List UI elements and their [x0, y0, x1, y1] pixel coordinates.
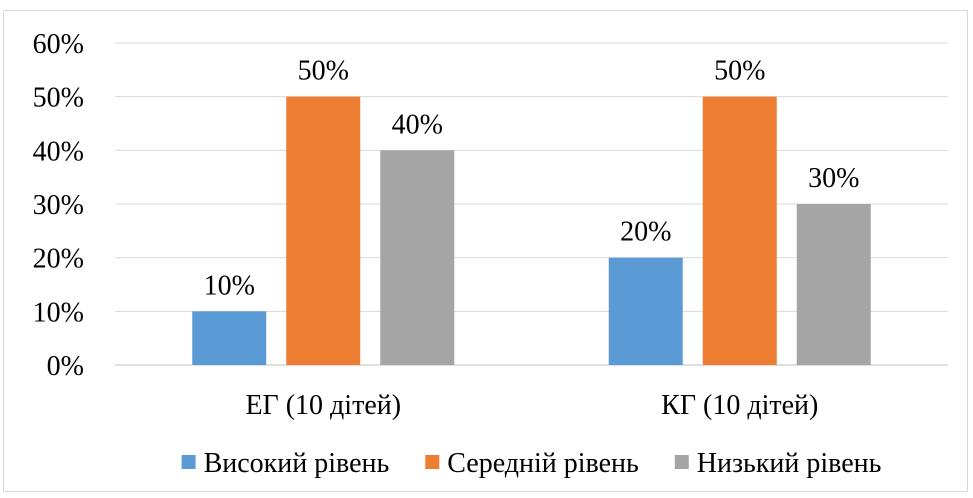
- legend: Високий рівень Середній рівень Низький рів…: [181, 448, 882, 479]
- bars: [192, 96, 871, 366]
- legend-item: Середній рівень: [425, 448, 639, 479]
- bar: [608, 257, 683, 365]
- category-label: КГ (10 дітей): [661, 390, 818, 421]
- y-axis-tick-labels: 0% 10% 20% 30% 40% 50% 60%: [33, 29, 84, 382]
- category-labels: ЕГ (10 дітей) КГ (10 дітей): [245, 390, 818, 421]
- bar: [286, 96, 361, 366]
- category-label: ЕГ (10 дітей): [245, 390, 401, 421]
- bar: [192, 311, 267, 365]
- legend-item: Низький рівень: [674, 448, 882, 479]
- bar-data-label: 10%: [204, 270, 255, 301]
- legend-label: Низький рівень: [697, 448, 882, 479]
- bar: [702, 96, 777, 366]
- legend-swatch: [674, 455, 689, 469]
- y-tick-label: 40%: [33, 136, 84, 167]
- y-tick-label: 50%: [33, 83, 84, 114]
- legend-swatch: [181, 455, 196, 469]
- bar-data-label: 50%: [714, 56, 765, 87]
- bar: [380, 150, 455, 365]
- y-tick-label: 60%: [33, 29, 84, 60]
- y-tick-label: 20%: [33, 244, 84, 275]
- y-tick-label: 0%: [47, 351, 84, 382]
- bar-data-label: 50%: [298, 56, 349, 87]
- legend-label: Високий рівень: [204, 448, 390, 479]
- legend-label: Середній рівень: [447, 448, 639, 479]
- bar-data-label: 20%: [620, 217, 671, 248]
- bar-data-label: 30%: [808, 163, 859, 194]
- y-tick-label: 30%: [33, 190, 84, 221]
- bar-data-label: 40%: [392, 109, 443, 140]
- data-labels: 10% 50% 40% 20% 50% 30%: [204, 56, 860, 302]
- legend-item: Високий рівень: [181, 448, 390, 479]
- legend-swatch: [425, 455, 440, 469]
- bar: [796, 204, 871, 365]
- y-tick-label: 10%: [33, 297, 84, 328]
